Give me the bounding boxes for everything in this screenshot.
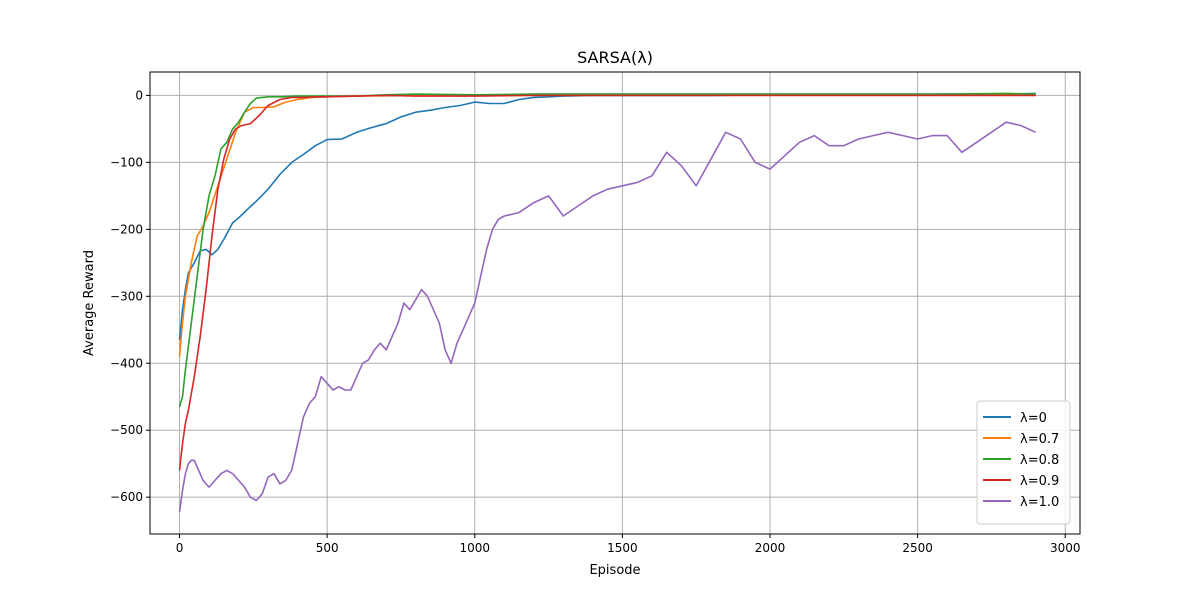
x-tick-label: 1500 [607, 541, 638, 555]
y-tick-label: −200 [110, 222, 143, 236]
x-tick-label: 3000 [1050, 541, 1081, 555]
y-tick-label: −100 [110, 155, 143, 169]
x-tick-label: 2000 [755, 541, 786, 555]
series-line [178, 121, 1037, 513]
legend-label: λ=0.9 [1020, 474, 1059, 489]
legend-label: λ=0 [1020, 411, 1047, 426]
axis-ticks: 0 500 1000 1500 2000 2500 3000 0 −100 −200 −300 −40… [110, 88, 1080, 555]
plot-frame [149, 71, 1081, 535]
series-line [178, 92, 1036, 408]
y-tick-label: −600 [110, 490, 143, 504]
legend-box [976, 400, 1071, 525]
y-tick-label: −300 [110, 289, 143, 303]
y-axis-label: Average Reward [82, 250, 97, 356]
y-tick-label: −400 [110, 356, 143, 370]
chart-title: SARSA(λ) [577, 48, 653, 67]
legend: λ=0 λ=0.7 λ=0.8 λ=0.9 λ=1.0 [976, 400, 1071, 525]
y-tick-label: 0 [135, 88, 143, 102]
legend-label: λ=1.0 [1020, 495, 1059, 510]
x-tick-label: 1000 [459, 541, 490, 555]
legend-label: λ=0.8 [1020, 453, 1059, 468]
series-lines [178, 92, 1037, 513]
x-tick-label: 500 [316, 541, 339, 555]
x-axis-label: Episode [589, 563, 640, 578]
x-tick-label: 0 [176, 541, 184, 555]
legend-label: λ=0.7 [1020, 432, 1059, 447]
y-tick-label: −500 [110, 423, 143, 437]
series-line [178, 94, 1036, 471]
x-tick-label: 2500 [902, 541, 933, 555]
